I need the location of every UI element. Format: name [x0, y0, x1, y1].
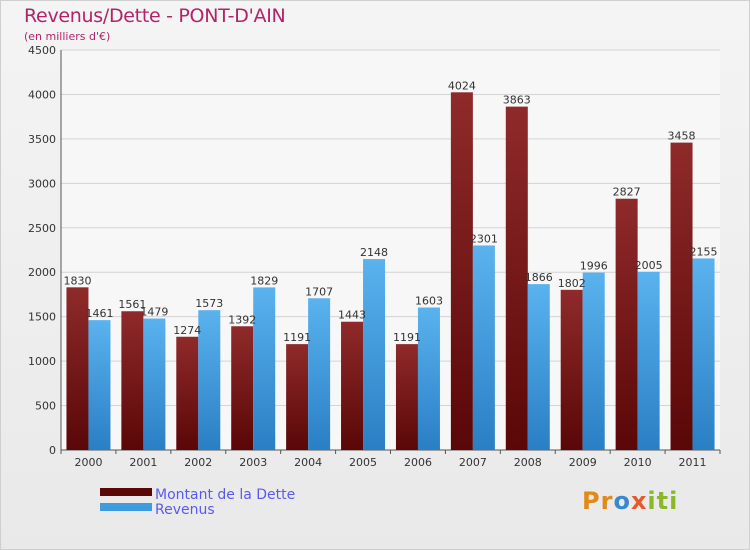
data-label: 1866: [525, 271, 553, 284]
bar-dette: [231, 326, 254, 450]
data-label: 3863: [503, 94, 531, 107]
data-label: 1443: [338, 309, 366, 322]
data-label: 2148: [360, 246, 388, 259]
x-tick-label: 2007: [459, 456, 487, 469]
x-tick-label: 2002: [184, 456, 212, 469]
data-label: 2005: [635, 259, 663, 272]
data-label: 1561: [118, 298, 146, 311]
y-tick-label: 1000: [28, 355, 56, 368]
y-tick-label: 4000: [28, 88, 56, 101]
data-label: 1603: [415, 295, 443, 308]
chart-subtitle: (en milliers d'€): [24, 30, 111, 43]
bars-layer: [66, 92, 715, 451]
bar-dette: [395, 344, 418, 450]
data-label: 1479: [140, 306, 168, 319]
plot-area: [61, 50, 720, 450]
y-tick-label: 0: [49, 444, 56, 457]
bar-dette: [286, 344, 309, 450]
grid-layer: [61, 49, 720, 451]
bar-revenus: [308, 298, 331, 450]
x-tick-label: 2004: [294, 456, 322, 469]
bar-dette: [560, 289, 583, 450]
x-tick-label: 2000: [74, 456, 102, 469]
data-label: 2301: [470, 232, 498, 245]
data-label: 3458: [668, 130, 696, 143]
y-tick-label: 4500: [28, 44, 56, 57]
data-label: 1461: [85, 307, 113, 320]
x-tick-label: 2006: [404, 456, 432, 469]
y-tick-label: 3000: [28, 177, 56, 190]
data-label: 2155: [690, 245, 718, 258]
bar-dette: [341, 321, 364, 450]
y-tick-label: 500: [35, 400, 56, 413]
bar-revenus: [253, 287, 276, 450]
bar-revenus: [143, 318, 166, 450]
x-tick-label: 2008: [514, 456, 542, 469]
x-tick-label: 2010: [624, 456, 652, 469]
legend-label-revenus: Revenus: [155, 502, 215, 518]
data-label: 1802: [558, 277, 586, 290]
bar-dette: [450, 92, 473, 451]
bar-dette: [176, 336, 199, 450]
x-tick-label: 2001: [129, 456, 157, 469]
bar-revenus: [88, 320, 111, 450]
data-label: 1191: [283, 331, 311, 344]
data-label: 1996: [580, 260, 608, 273]
chart-title: Revenus/Dette - PONT-D'AIN: [24, 5, 286, 27]
bar-dette: [670, 142, 693, 450]
legend-swatch-revenus: [100, 503, 152, 511]
y-tick-label: 2000: [28, 266, 56, 279]
bar-dette: [505, 106, 528, 450]
bar-revenus: [692, 258, 715, 450]
data-label: 1573: [195, 297, 223, 310]
data-label: 1707: [305, 285, 333, 298]
proxiti-logo: Proxiti: [582, 487, 679, 515]
bar-dette: [121, 311, 144, 450]
bar-revenus: [417, 307, 440, 450]
legend-swatch-dette: [100, 488, 152, 496]
bar-revenus: [363, 259, 386, 450]
data-label: 4024: [448, 79, 476, 92]
data-label: 1829: [250, 274, 278, 287]
bar-revenus: [582, 272, 605, 450]
bar-revenus: [637, 271, 660, 450]
bar-dette: [66, 287, 89, 450]
x-tick-label: 2009: [569, 456, 597, 469]
data-label: 1191: [393, 331, 421, 344]
data-label: 1830: [63, 274, 91, 287]
bar-revenus: [527, 284, 550, 450]
y-tick-label: 1500: [28, 311, 56, 324]
x-tick-label: 2003: [239, 456, 267, 469]
bar-revenus: [472, 245, 495, 450]
y-tick-label: 3500: [28, 133, 56, 146]
bar-dette: [615, 198, 638, 450]
bar-revenus: [198, 310, 221, 450]
legend-label-dette: Montant de la Dette: [155, 487, 295, 503]
legend: Montant de la Dette Revenus: [100, 487, 295, 518]
x-tick-label: 2011: [679, 456, 707, 469]
data-label: 2827: [613, 186, 641, 199]
data-label: 1392: [228, 313, 256, 326]
data-label: 1274: [173, 324, 201, 337]
axis-layer: 0 500 1000 1500 2000 2500 3000 3500 4000 4500 2000…: [28, 44, 721, 469]
x-tick-label: 2005: [349, 456, 377, 469]
y-tick-label: 2500: [28, 222, 56, 235]
